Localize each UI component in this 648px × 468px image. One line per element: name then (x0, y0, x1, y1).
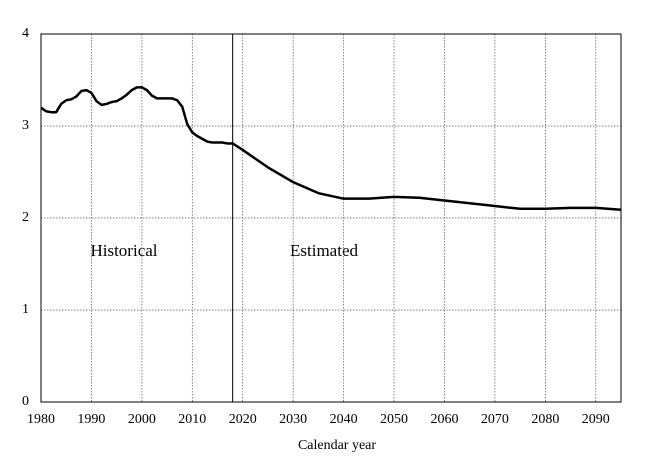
x-tick-label: 2030 (279, 412, 307, 427)
data-line (40, 86, 622, 211)
x-tick-label: 1980 (27, 412, 55, 427)
y-tick-label: 0 (22, 394, 29, 409)
x-tick-label: 2070 (481, 412, 509, 427)
annotation: Historical (90, 241, 157, 260)
plot-frame (40, 33, 622, 403)
y-tick-label: 2 (22, 210, 29, 225)
x-tick-label: 2080 (531, 412, 559, 427)
x-tick-label: 2040 (330, 412, 358, 427)
x-tick-label: 2050 (380, 412, 408, 427)
x-tick-label: 2000 (128, 412, 156, 427)
x-tick-label: 1990 (77, 412, 105, 427)
x-tick-label: 2020 (229, 412, 257, 427)
y-tick-label: 3 (22, 118, 29, 133)
y-tick-label: 1 (22, 302, 29, 317)
annotation: Estimated (290, 241, 358, 260)
y-tick-label: 4 (22, 26, 29, 41)
x-axis-label: Calendar year (298, 438, 376, 453)
x-tick-label: 2060 (430, 412, 458, 427)
x-tick-label: 2010 (178, 412, 206, 427)
x-tick-label: 2090 (582, 412, 610, 427)
